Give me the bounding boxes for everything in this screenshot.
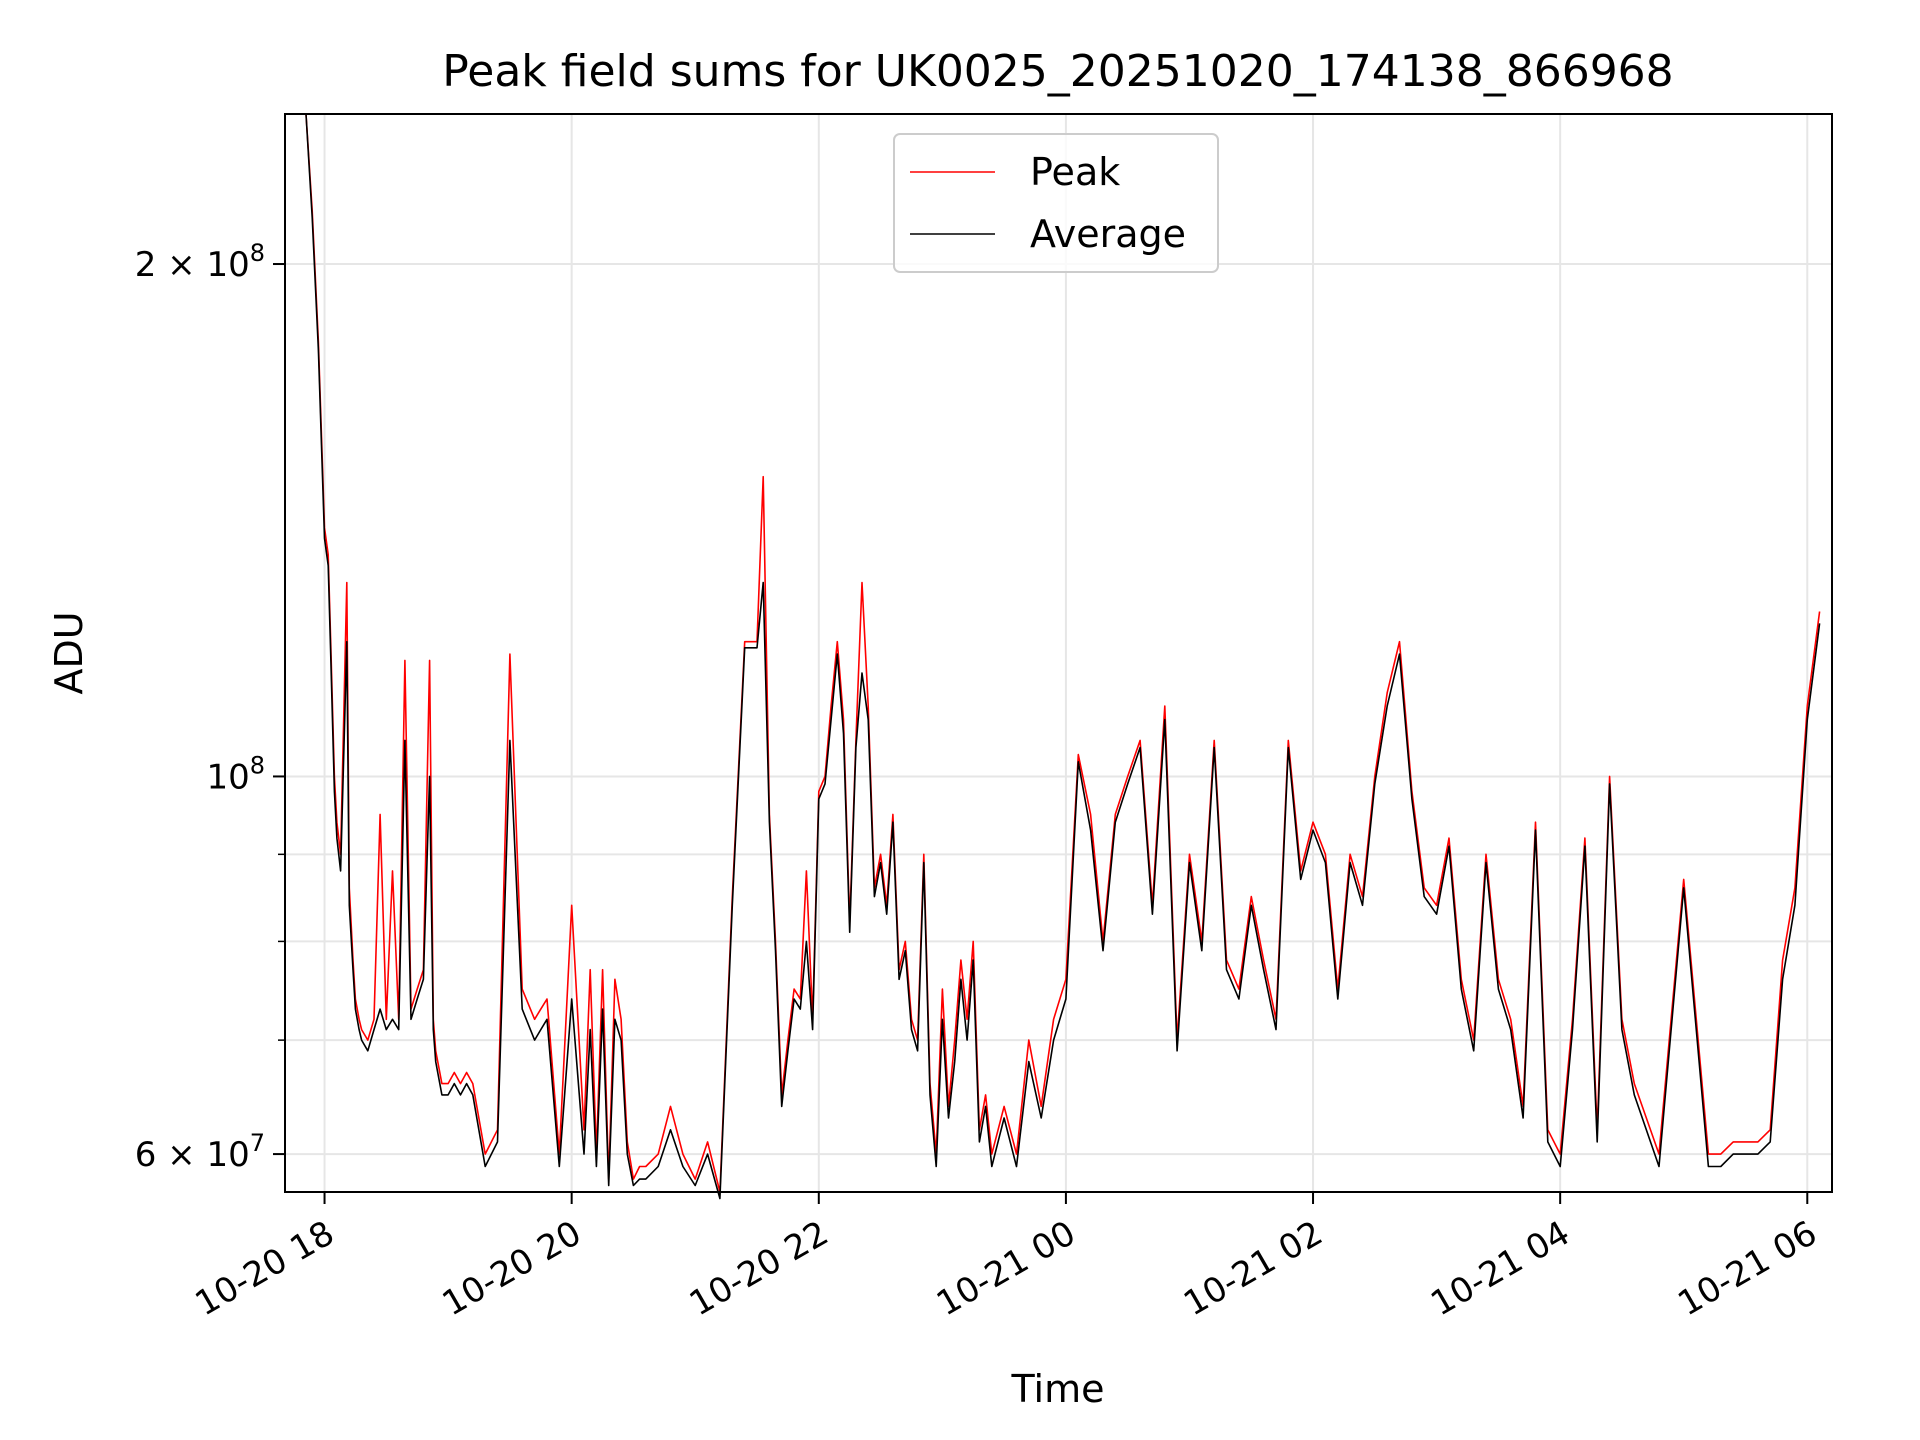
series-line-average <box>287 113 1821 1200</box>
legend: Peak Average <box>893 133 1219 273</box>
y-tick-label: 2 × 108 <box>135 239 265 285</box>
y-tick-label-base: 6 × 10 <box>135 1135 250 1175</box>
plot-frame <box>284 113 1833 1193</box>
y-tick-label-exponent: 8 <box>250 751 265 779</box>
x-axis-label: Time <box>1011 1367 1105 1411</box>
legend-box <box>893 133 1219 273</box>
y-axis-label: ADU <box>47 611 91 694</box>
y-tick-label: 6 × 107 <box>135 1129 265 1175</box>
chart-title: Peak field sums for UK0025_20251020_1741… <box>442 46 1673 97</box>
y-tick-label-exponent: 8 <box>250 239 265 267</box>
y-tick-label: 108 <box>206 751 265 797</box>
y-tick-label-exponent: 7 <box>250 1129 265 1157</box>
series-area <box>287 113 1821 1200</box>
legend-label-peak: Peak <box>1030 150 1120 194</box>
legend-label-average: Average <box>1030 212 1186 256</box>
y-tick-label-base: 2 × 10 <box>135 245 250 285</box>
y-tick-label-base: 10 <box>206 757 249 797</box>
